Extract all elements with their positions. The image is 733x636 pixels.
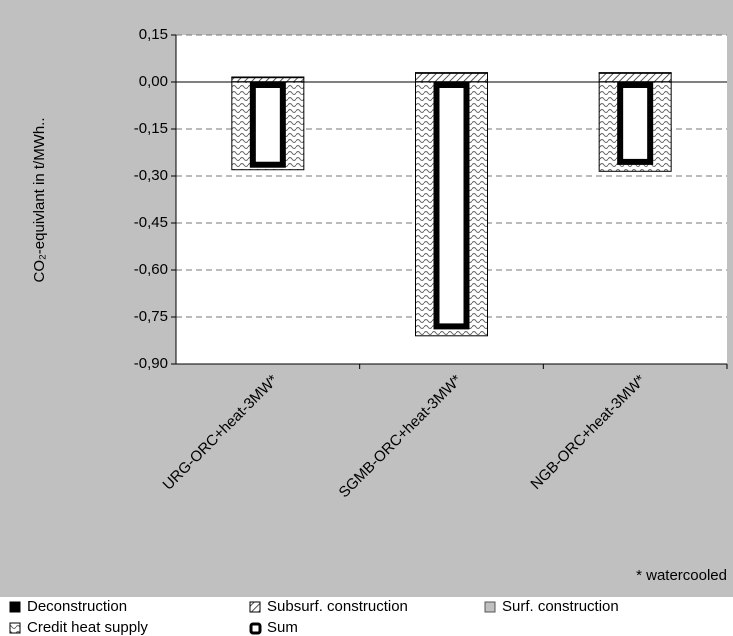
y-tick-label: 0,00 bbox=[139, 73, 168, 90]
annotation: * watercooled bbox=[636, 567, 727, 584]
bar-segment bbox=[231, 76, 305, 79]
legend-swatch bbox=[249, 601, 261, 613]
y-tick-label: -0,30 bbox=[134, 167, 168, 184]
legend-background bbox=[0, 597, 733, 636]
legend-label: Subsurf. construction bbox=[267, 598, 408, 615]
y-tick-label: -0,15 bbox=[134, 120, 168, 137]
sum-bar bbox=[617, 82, 654, 165]
bar-segment bbox=[231, 77, 305, 83]
legend-label: Credit heat supply bbox=[27, 619, 148, 636]
sum-bar bbox=[249, 82, 286, 168]
bar-segment bbox=[598, 72, 672, 74]
legend-label: Sum bbox=[267, 619, 298, 636]
legend-swatch bbox=[249, 622, 262, 635]
legend-swatch bbox=[484, 601, 496, 613]
sum-bar bbox=[433, 82, 470, 330]
legend-label: Deconstruction bbox=[27, 598, 127, 615]
y-tick-label: -0,90 bbox=[134, 355, 168, 372]
legend-swatch bbox=[9, 622, 21, 634]
legend-swatch bbox=[9, 601, 21, 613]
y-tick-label: 0,15 bbox=[139, 26, 168, 43]
bar-segment bbox=[598, 72, 672, 83]
legend-label: Surf. construction bbox=[502, 598, 619, 615]
y-tick-label: -0,45 bbox=[134, 214, 168, 231]
bar-segment bbox=[415, 72, 488, 83]
y-tick-label: -0,75 bbox=[134, 308, 168, 325]
y-axis-label: CO₂-equivlant in t/MWh.. bbox=[31, 117, 48, 282]
bar-segment bbox=[415, 72, 488, 74]
y-tick-label: -0,60 bbox=[134, 261, 168, 278]
